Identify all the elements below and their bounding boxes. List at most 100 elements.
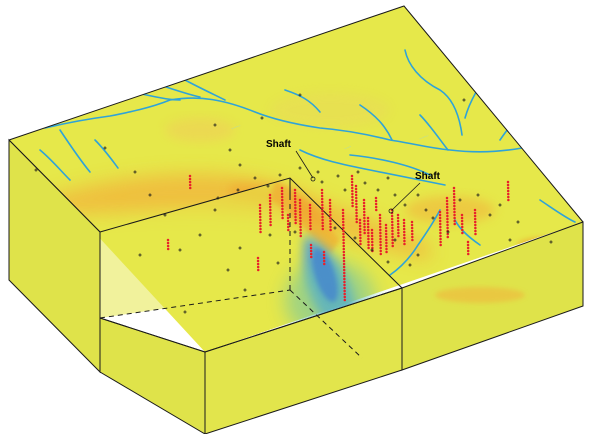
drillhole-24 <box>438 210 442 247</box>
drillhole-sample-dot <box>321 209 324 213</box>
drillhole-sample-dot <box>453 204 456 208</box>
collar-marker-45 <box>416 253 420 257</box>
shaft-callout-1: Shaft <box>266 139 316 182</box>
drillhole-sample-dot <box>411 235 414 239</box>
drillhole-sample-dot <box>362 198 366 202</box>
drillhole-sample-dot <box>445 202 449 206</box>
drillhole-30 <box>506 180 510 202</box>
drillhole-sample-dot <box>354 193 358 197</box>
drillhole-sample-dot <box>460 216 464 220</box>
block-faces <box>8 138 584 434</box>
drillhole-sample-dot <box>269 220 272 224</box>
drillhole-sample-dot <box>363 225 366 229</box>
drillhole-sample-dot <box>269 211 272 215</box>
drillhole-sample-dot <box>402 227 406 231</box>
drillhole-sample-dot <box>354 187 358 191</box>
collar-marker-8 <box>238 163 242 167</box>
drillhole-sample-dot <box>342 241 345 245</box>
drillhole-sample-dot <box>343 274 346 278</box>
drillhole-sample-dot <box>396 225 400 229</box>
drillhole-sample-dot <box>258 206 262 210</box>
drillhole-sample-dot <box>259 224 262 228</box>
drillhole-sample-dot <box>473 211 477 215</box>
drillhole-sample-dot <box>359 236 362 240</box>
collar-marker-12 <box>298 166 302 170</box>
drillhole-sample-dot <box>439 231 442 235</box>
collar-marker-52 <box>268 233 272 237</box>
drillhole-sample-dot <box>366 222 370 226</box>
drillhole-sample-dot <box>366 219 370 223</box>
drillhole-sample-dot <box>320 188 324 192</box>
drillhole-sample-dot <box>309 227 312 231</box>
collar-marker-49 <box>462 98 466 102</box>
drillhole-sample-dot <box>341 220 345 224</box>
drillhole-sample-dot <box>321 227 325 231</box>
drillhole-sample-dot <box>374 199 378 203</box>
drillhole-sample-dot <box>402 230 406 234</box>
drillhole-sample-dot <box>286 213 290 217</box>
drillhole-sample-dot <box>367 231 370 235</box>
shaft-label-2: Shaft <box>415 171 441 182</box>
drillhole-sample-dot <box>299 219 302 223</box>
drillhole-sample-dot <box>309 246 313 250</box>
drillhole-sample-dot <box>342 247 346 251</box>
collar-marker-38 <box>198 233 202 237</box>
drillhole-sample-dot <box>355 199 358 203</box>
drillhole-sample-dot <box>445 205 449 209</box>
drillhole-10 <box>328 198 332 232</box>
drillhole-sample-dot <box>403 233 406 237</box>
drillhole-26 <box>452 186 456 226</box>
drillhole-sample-dot <box>363 219 366 223</box>
drillhole-sample-dot <box>343 298 347 302</box>
drillhole-35 <box>374 196 378 212</box>
drillhole-sample-dot <box>379 231 382 235</box>
collar-marker-34 <box>298 93 302 97</box>
drillhole-sample-dot <box>341 217 345 221</box>
drillhole-sample-dot <box>286 222 290 226</box>
drillhole-sample-dot <box>370 231 374 235</box>
drillhole-32 <box>256 256 260 272</box>
drillhole-sample-dot <box>374 205 378 209</box>
drillhole-sample-dot <box>350 177 354 181</box>
drillhole-sample-dot <box>258 203 262 207</box>
drillhole-sample-dot <box>268 196 272 200</box>
drillhole-sample-dot <box>391 226 394 230</box>
drillhole-sample-dot <box>378 219 382 223</box>
drillhole-sample-dot <box>343 277 346 281</box>
drillhole-sample-dot <box>506 186 510 190</box>
drillhole-sample-dot <box>309 243 313 247</box>
drillhole-sample-dot <box>350 186 354 190</box>
drillhole-sample-dot <box>396 219 400 223</box>
drillhole-sample-dot <box>329 216 332 220</box>
drillhole-sample-dot <box>391 241 394 245</box>
drillhole-sample-dot <box>321 203 324 207</box>
drillhole-sample-dot <box>474 226 477 230</box>
drillhole-sample-dot <box>342 259 346 263</box>
river-e <box>539 199 576 223</box>
drillhole-2 <box>258 203 262 234</box>
anomaly-orange-n <box>165 118 235 142</box>
drillhole-sample-dot <box>281 216 284 220</box>
drillhole-sample-dot <box>351 189 354 193</box>
drillhole-sample-dot <box>461 231 464 235</box>
drillhole-34 <box>322 250 326 266</box>
drillhole-sample-dot <box>439 243 442 247</box>
drillhole-sample-dot <box>452 186 456 190</box>
drillhole-sample-dot <box>452 198 456 202</box>
drillhole-sample-dot <box>397 234 400 238</box>
river-label-2: ~~~~ <box>419 133 430 141</box>
drillhole-sample-dot <box>385 244 388 248</box>
drillhole-sample-dot <box>320 197 324 201</box>
drillhole-sample-dot <box>391 232 394 236</box>
drillhole-sample-dot <box>385 247 388 251</box>
drillhole-sample-dot <box>328 210 332 214</box>
drillhole-sample-dot <box>321 224 324 228</box>
drillhole-sample-dot <box>256 268 260 272</box>
drillhole-sample-dot <box>329 225 332 229</box>
drillhole-sample-dot <box>342 235 345 239</box>
drillhole-23 <box>410 220 414 242</box>
drillhole-sample-dot <box>370 234 374 238</box>
drillhole-sample-dot <box>378 225 382 229</box>
drillhole-sample-dot <box>281 207 284 211</box>
drillhole-sample-dot <box>320 194 324 198</box>
